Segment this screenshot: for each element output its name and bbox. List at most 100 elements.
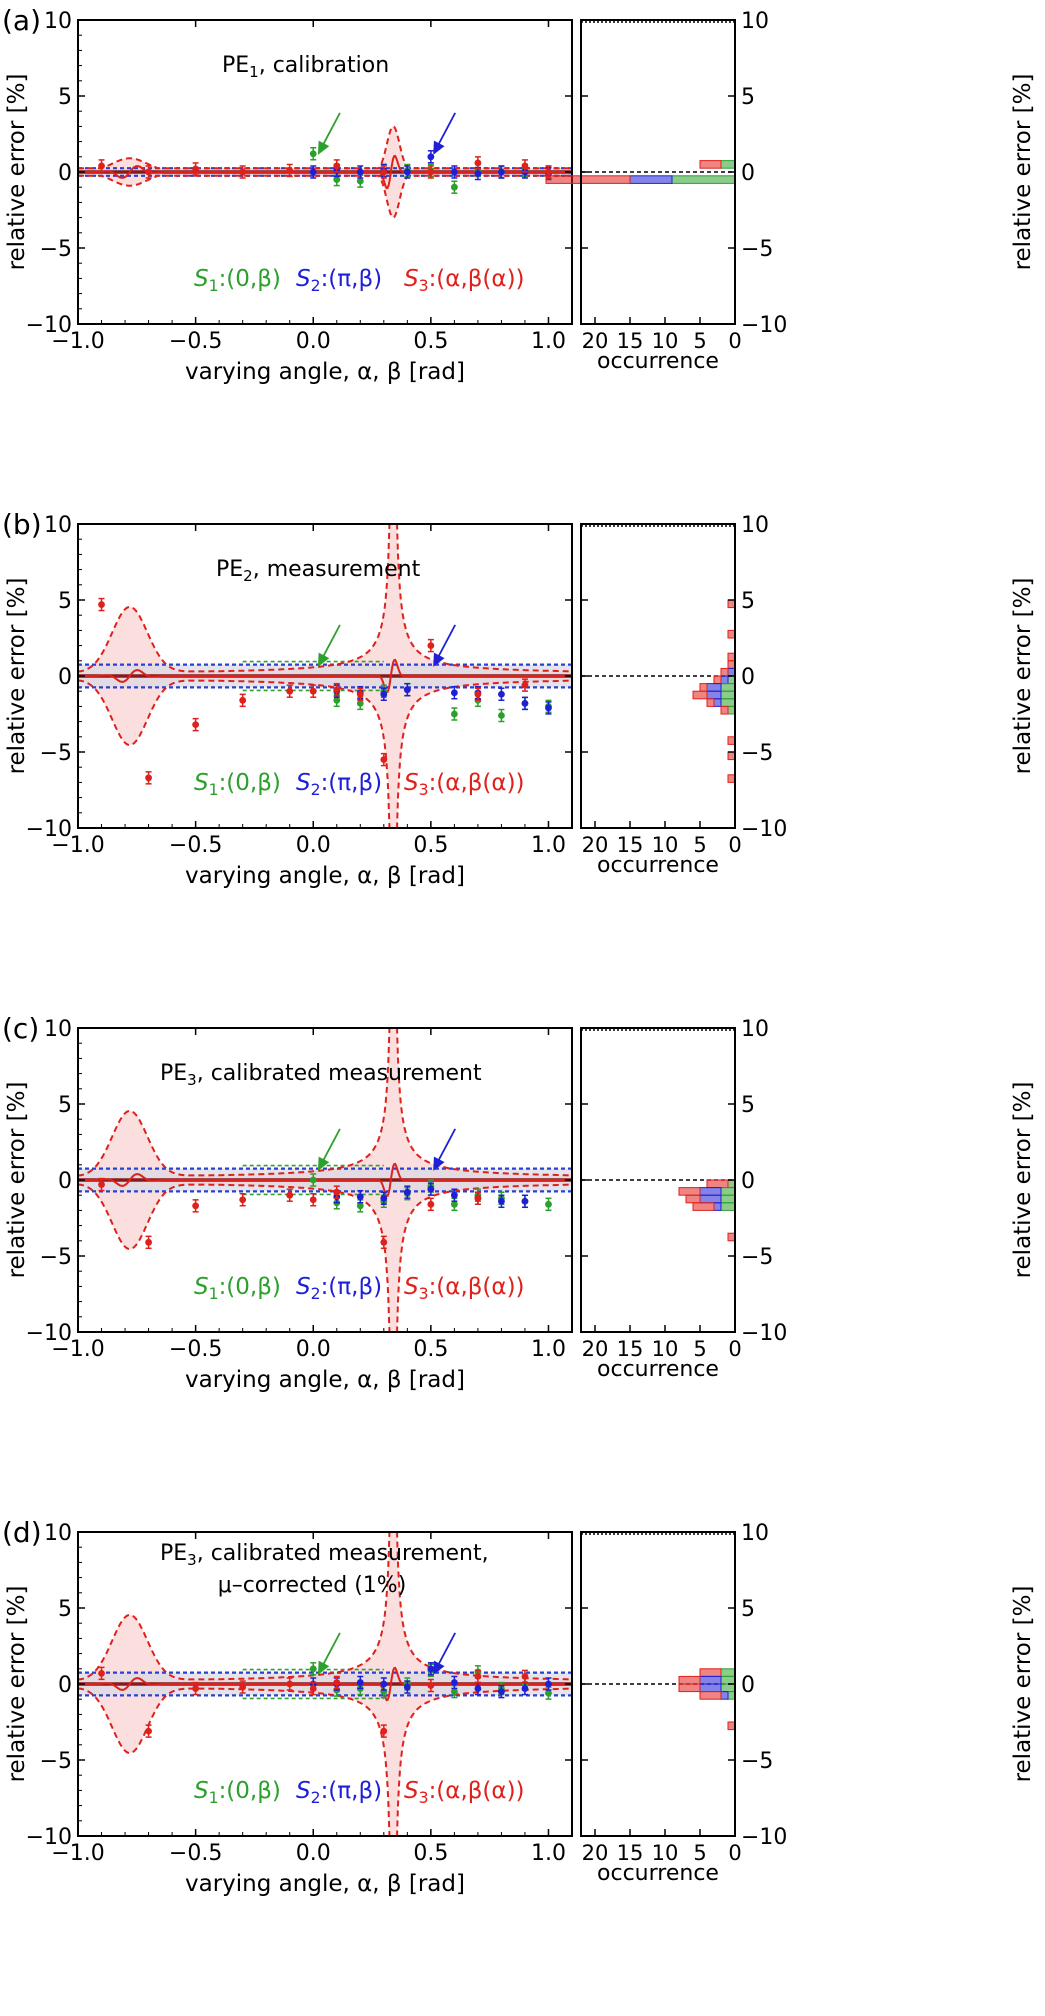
hist-bar-s1 [720, 698, 736, 707]
hist-y-tick-label: 10 [741, 9, 769, 34]
s2-point [498, 1197, 505, 1205]
s2-point [403, 1188, 411, 1196]
hist-x-axis-label: occurrence [597, 1861, 719, 1886]
hist-x-tick-label: 20 [582, 833, 609, 857]
hist-bar-s1 [671, 175, 736, 184]
s3-point [427, 168, 435, 176]
hist-x-tick-label: 0 [728, 329, 741, 353]
hist-y-tick-label: 0 [741, 665, 755, 690]
hist-bar-s3 [699, 1691, 722, 1700]
panel-label: (c) [2, 1012, 39, 1045]
hist-bar-s3 [699, 683, 708, 692]
s3-point [380, 1727, 388, 1735]
hist-bar-s3 [699, 160, 722, 169]
hist-bar-s3 [720, 705, 729, 715]
s2-point [380, 1680, 388, 1688]
panel-title: PE3, calibrated measurement, [160, 1541, 489, 1569]
plot-area [78, 1028, 572, 1332]
y-tick-label: 10 [44, 513, 72, 538]
s3-envelope-upper [78, 125, 572, 170]
x-tick-label: 0.0 [296, 1841, 331, 1866]
x-tick-label: −1.0 [51, 329, 104, 354]
hist-bar-s3 [727, 736, 736, 745]
s3-point [145, 774, 152, 782]
s2-point [545, 704, 552, 712]
hist-y-axis-label: relative error [%] [1010, 74, 1036, 271]
s2-point [450, 168, 458, 176]
s3-point [521, 681, 529, 689]
hist-y-tick-label: −10 [741, 817, 787, 842]
s1-point [309, 150, 317, 158]
s3-point [474, 1194, 482, 1202]
hist-x-tick-label: 0 [728, 1337, 741, 1361]
s3-point [98, 601, 105, 608]
s2-point [521, 1197, 529, 1205]
s1-point [450, 1200, 458, 1208]
x-tick-label: 0.5 [413, 833, 448, 858]
s3-point [333, 1188, 341, 1196]
panel-label: (b) [2, 508, 42, 541]
hist-bar-s1 [720, 1187, 736, 1196]
s3-point [239, 168, 247, 176]
hist-bar-s2 [713, 1202, 722, 1211]
s2-point [403, 168, 411, 176]
legend-s1: S1:(0,β) [194, 1274, 281, 1303]
x-axis-label: varying angle, α, β [rad] [185, 359, 465, 385]
s3-point [333, 686, 341, 694]
hist-y-tick-label: −5 [741, 237, 773, 262]
s3-point [98, 1181, 105, 1188]
x-tick-label: 0.0 [296, 329, 331, 354]
s3-point [427, 642, 435, 649]
s1-arrow-head [317, 1660, 330, 1675]
hist-x-tick-label: 15 [617, 1337, 644, 1361]
hist-bar-s3 [727, 774, 736, 783]
y-tick-label: −10 [26, 817, 72, 842]
s2-point [521, 1685, 529, 1692]
hist-y-tick-label: −5 [741, 1749, 773, 1774]
s3-confidence-fill [78, 1532, 572, 1836]
s2-point [498, 168, 505, 176]
s3-point [427, 1682, 435, 1689]
s2-point [450, 689, 458, 697]
s2-point [403, 1683, 411, 1691]
hist-x-axis-label: occurrence [597, 1357, 719, 1382]
hist-bar-s3 [692, 1202, 715, 1211]
legend-s3: S3:(α,β(α)) [404, 1778, 525, 1807]
hist-y-tick-label: −10 [741, 313, 787, 338]
x-tick-label: 0.5 [413, 329, 448, 354]
y-tick-label: −5 [40, 1749, 72, 1774]
hist-y-tick-label: −10 [741, 1321, 787, 1346]
y-tick-label: −5 [40, 741, 72, 766]
s3-point [380, 168, 388, 176]
hist-bar-s3 [727, 660, 736, 669]
x-tick-label: −1.0 [51, 1337, 104, 1362]
hist-bar-s1 [727, 1179, 736, 1189]
s3-point [192, 165, 200, 173]
s3-point [309, 687, 317, 695]
hist-bar-s3 [727, 599, 736, 609]
x-tick-label: −0.5 [169, 1841, 222, 1866]
hist-y-tick-label: 10 [741, 1521, 769, 1546]
s2-point [474, 1685, 482, 1692]
s3-point [286, 1680, 294, 1688]
y-tick-label: 5 [58, 1093, 72, 1118]
s2-arrow-shaft [436, 1632, 457, 1668]
s3-point [286, 687, 294, 695]
y-tick-label: 0 [58, 665, 72, 690]
s2-point [474, 170, 482, 177]
s3-point [356, 690, 364, 698]
s1-point [450, 183, 458, 191]
hist-bar-s3 [678, 1683, 701, 1693]
hist-x-tick-label: 5 [693, 1337, 706, 1361]
s2-point [380, 1194, 388, 1202]
hist-y-axis-label: relative error [%] [1010, 1586, 1036, 1783]
s2-arrow-shaft [436, 624, 457, 660]
s2-point [450, 1679, 458, 1686]
hist-bar-s1 [727, 705, 736, 715]
hist-bar-s3 [727, 1721, 736, 1731]
s3-point [474, 1673, 482, 1680]
s2-arrow-head [433, 140, 445, 155]
hist-bar-s2 [713, 698, 722, 707]
